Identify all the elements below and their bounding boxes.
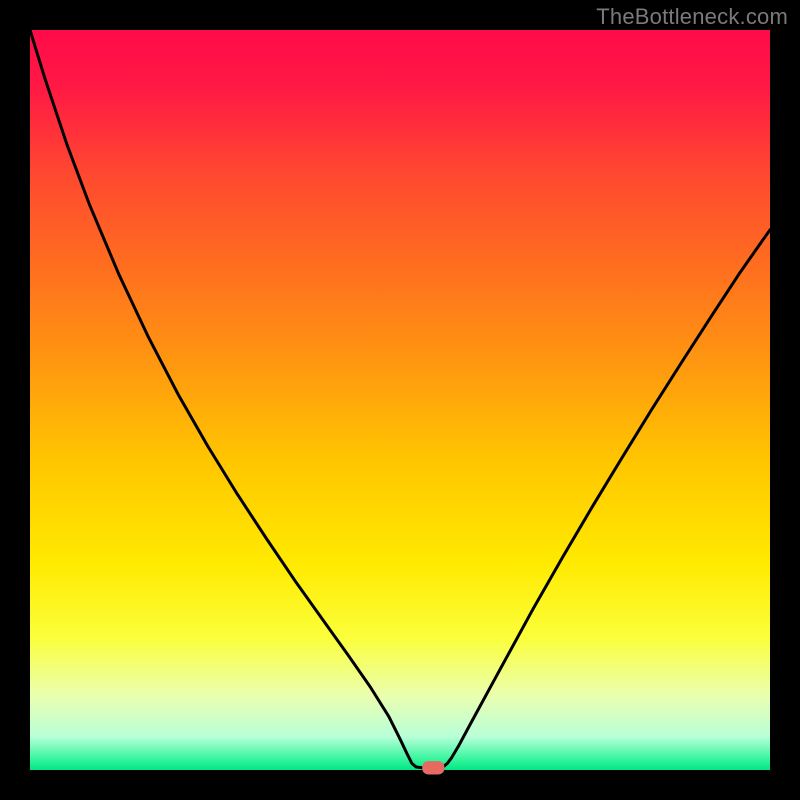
bottleneck-chart xyxy=(0,0,800,800)
chart-stage: TheBottleneck.com xyxy=(0,0,800,800)
optimum-marker xyxy=(422,761,444,774)
watermark-text: TheBottleneck.com xyxy=(596,4,788,30)
